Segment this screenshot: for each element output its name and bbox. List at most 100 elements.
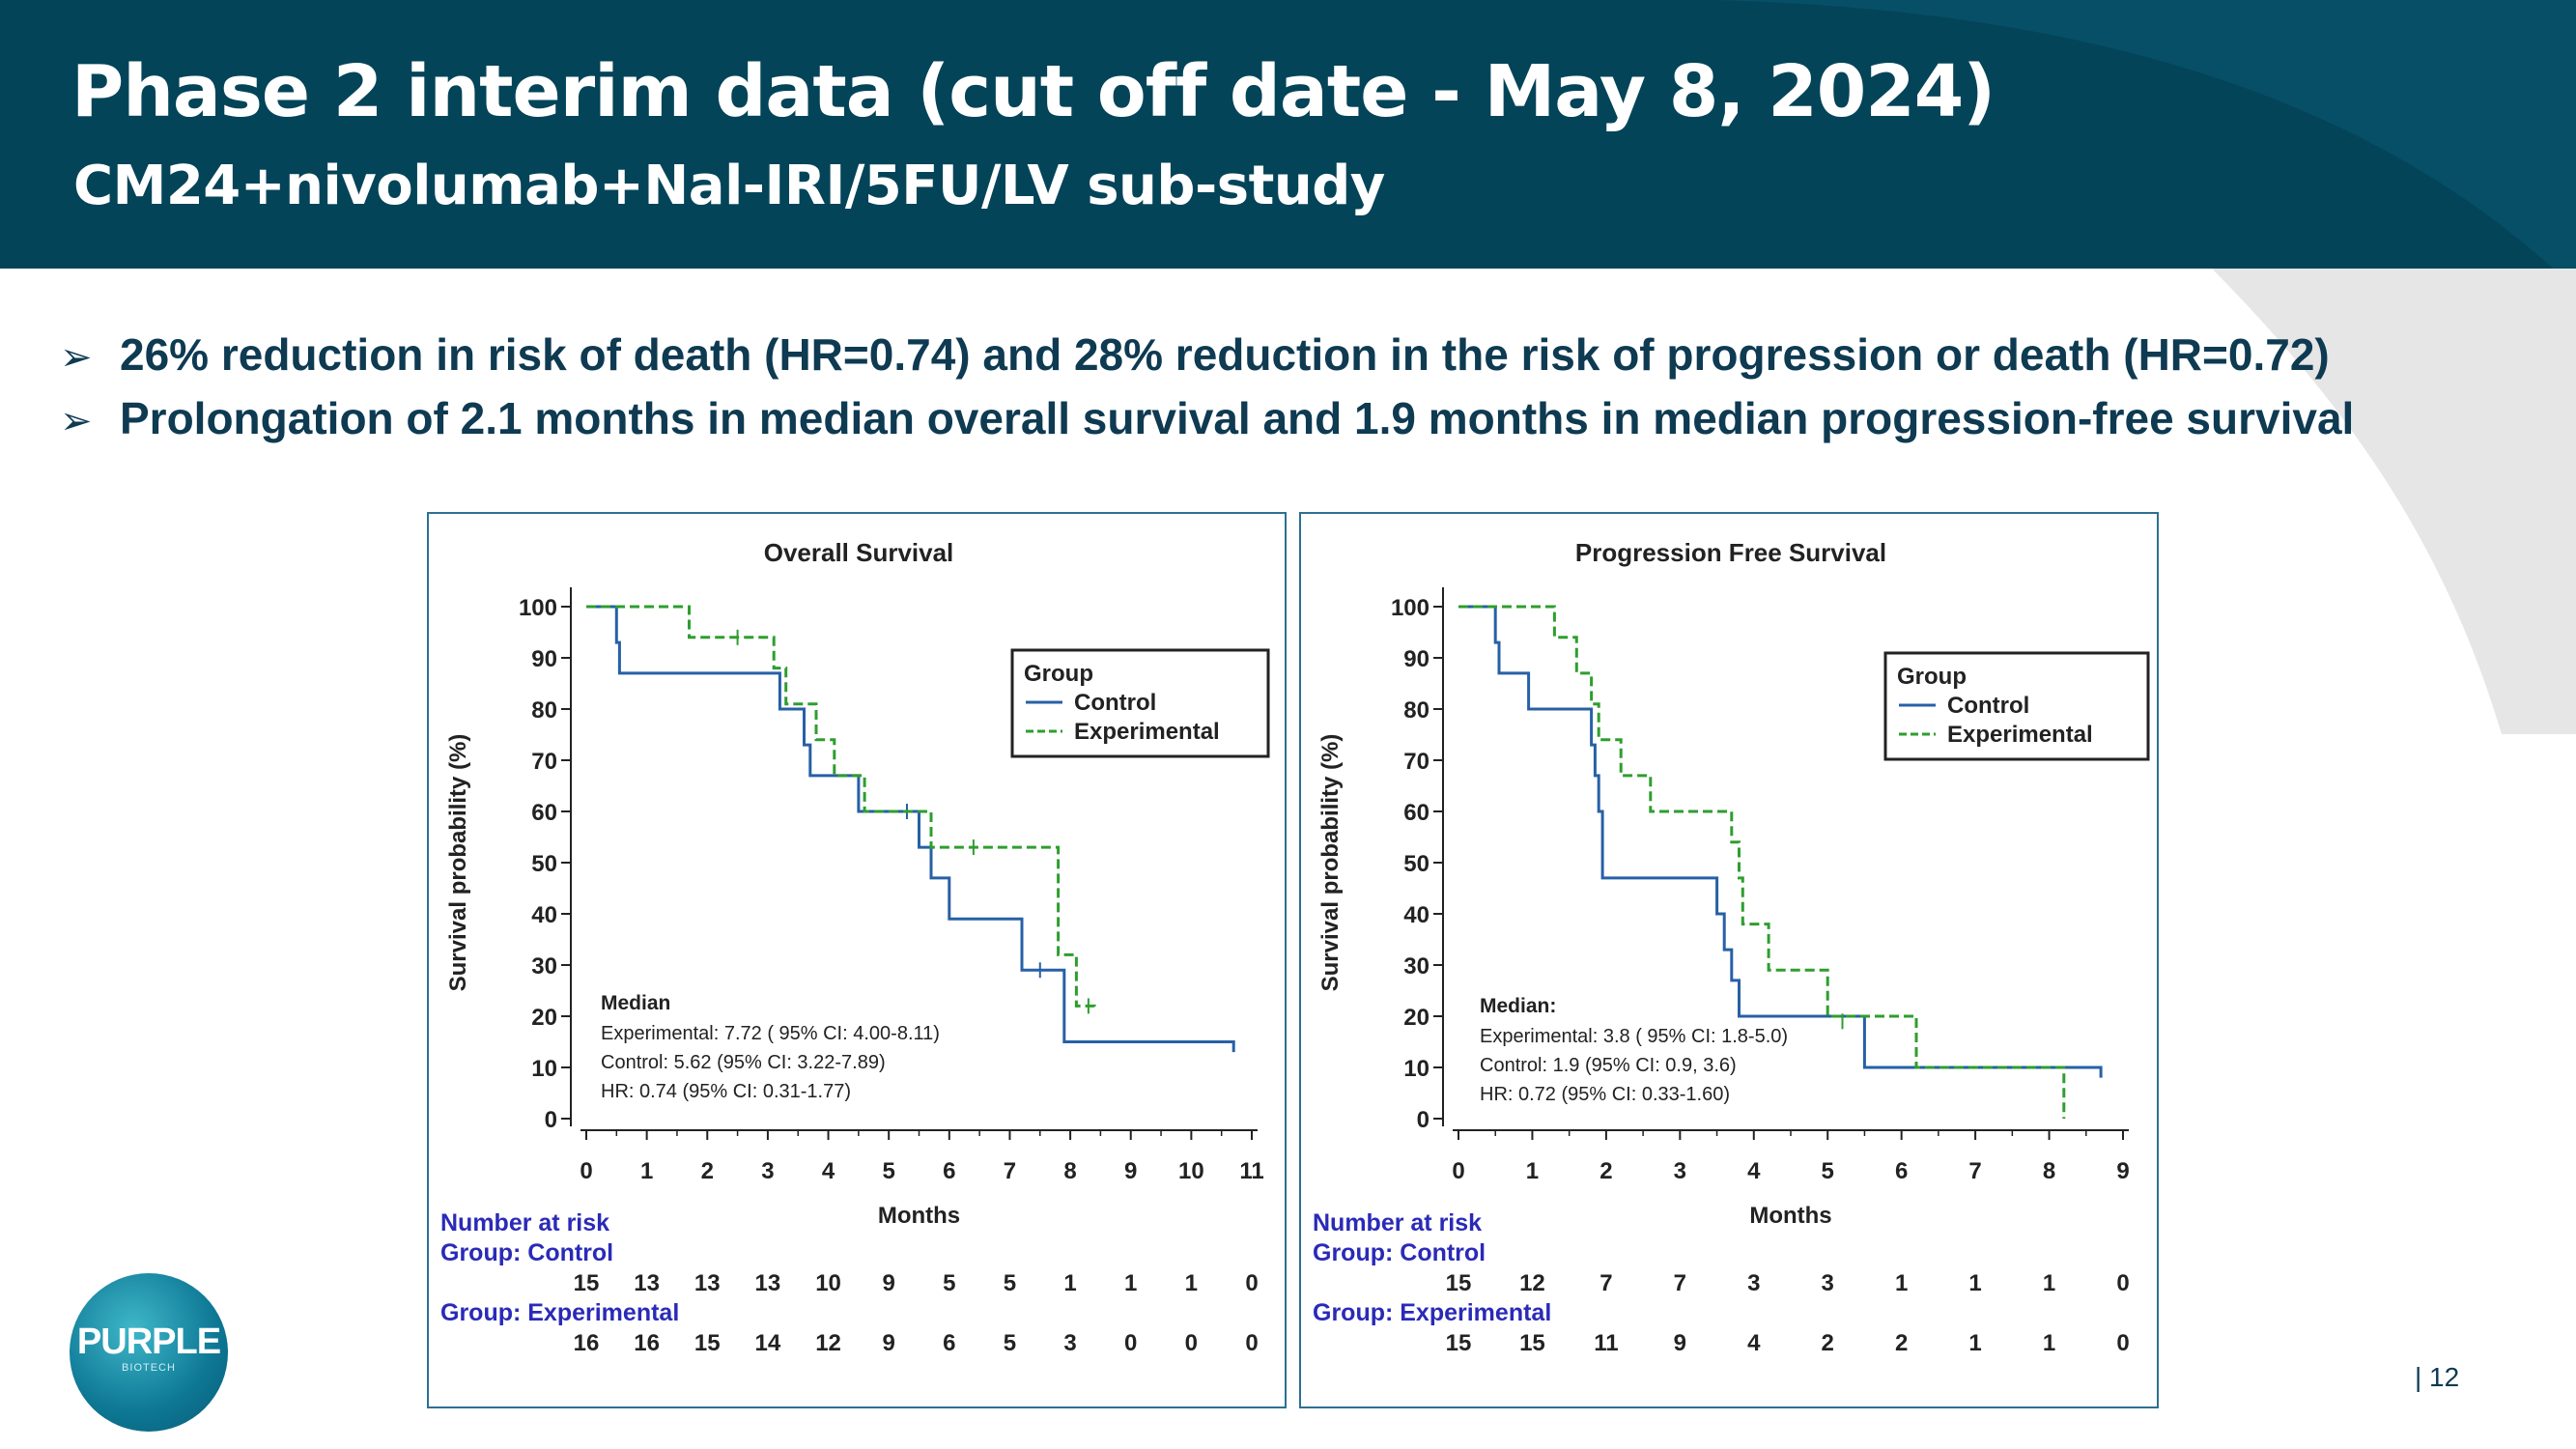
risk-group-label: Group: Experimental — [440, 1299, 679, 1326]
median-heading: Median — [601, 992, 670, 1014]
x-tick-label: 9 — [1124, 1158, 1137, 1184]
bullet-item: ➢ 26% reduction in risk of death (HR=0.74… — [60, 328, 2330, 381]
risk-value: 16 — [574, 1330, 600, 1356]
risk-value: 3 — [1747, 1270, 1760, 1296]
series-line-control — [586, 605, 1235, 1053]
y-tick-label: 60 — [531, 800, 557, 826]
risk-value: 0 — [1185, 1330, 1198, 1356]
risk-value: 9 — [883, 1270, 895, 1296]
x-tick-label: 3 — [761, 1158, 774, 1184]
risk-value: 2 — [1822, 1330, 1834, 1356]
page-number: | 12 — [2415, 1362, 2460, 1392]
legend-entry: Control — [1074, 690, 1156, 716]
risk-value: 1 — [1185, 1270, 1198, 1296]
slide-subtitle: CM24+nivolumab+Nal-IRI/5FU/LV sub-study — [73, 155, 1385, 217]
risk-value: 14 — [755, 1330, 781, 1356]
x-tick-label: 7 — [1004, 1158, 1016, 1184]
risk-group-label: Group: Control — [440, 1239, 613, 1266]
risk-value: 3 — [1063, 1330, 1076, 1356]
y-tick-label: 80 — [531, 697, 557, 724]
median-line: Experimental: 7.72 ( 95% CI: 4.00-8.11) — [601, 1023, 940, 1044]
header-swoosh — [1565, 0, 2576, 290]
x-tick-label: 6 — [943, 1158, 955, 1184]
risk-value: 5 — [1004, 1330, 1016, 1356]
y-tick-label: 80 — [1403, 697, 1430, 724]
x-tick-label: 7 — [1968, 1158, 1981, 1184]
logo-subtext: BIOTECH — [122, 1362, 176, 1374]
x-tick-label: 1 — [1526, 1158, 1539, 1184]
y-tick-label: 40 — [1403, 902, 1430, 928]
risk-value: 11 — [1594, 1330, 1618, 1356]
x-tick-label: 9 — [2116, 1158, 2129, 1184]
purple-biotech-logo: PURPLE BIOTECH — [70, 1273, 228, 1432]
median-line: Control: 5.62 (95% CI: 3.22-7.89) — [601, 1052, 886, 1073]
risk-group-label: Group: Control — [1313, 1239, 1486, 1266]
y-tick-label: 70 — [531, 749, 557, 775]
risk-value: 0 — [1245, 1330, 1258, 1356]
risk-value: 3 — [1822, 1270, 1834, 1296]
risk-value: 7 — [1599, 1270, 1612, 1296]
risk-value: 0 — [2116, 1270, 2129, 1296]
x-tick-label: 0 — [580, 1158, 592, 1184]
risk-value: 16 — [634, 1330, 660, 1356]
risk-value: 13 — [694, 1270, 721, 1296]
legend-title: Group — [1897, 664, 1967, 690]
y-tick-label: 30 — [1403, 953, 1430, 980]
legend-title: Group — [1024, 661, 1093, 687]
y-tick-label: 20 — [1403, 1005, 1430, 1031]
y-tick-label: 10 — [1403, 1056, 1430, 1082]
risk-value: 0 — [1245, 1270, 1258, 1296]
risk-value: 6 — [943, 1330, 955, 1356]
x-tick-label: 5 — [883, 1158, 895, 1184]
risk-value: 0 — [1124, 1330, 1137, 1356]
risk-value: 15 — [694, 1330, 721, 1356]
y-tick-label: 30 — [531, 953, 557, 980]
gray-arc — [2212, 269, 2576, 734]
risk-value: 2 — [1895, 1330, 1908, 1356]
risk-value: 7 — [1674, 1270, 1686, 1296]
y-tick-label: 0 — [545, 1107, 557, 1133]
overall-survival-panel: Overall Survival 0 10 20 30 40 50 60 70 80 90 100 0 1… — [427, 512, 1287, 1408]
risk-value: 5 — [1004, 1270, 1016, 1296]
risk-value: 13 — [634, 1270, 660, 1296]
risk-table-heading: Number at risk — [440, 1209, 609, 1236]
risk-value: 15 — [574, 1270, 600, 1296]
y-tick-label: 20 — [531, 1005, 557, 1031]
arrow-bullet-icon: ➢ — [60, 335, 93, 380]
legend-entry: Control — [1947, 693, 2029, 719]
risk-value: 5 — [943, 1270, 955, 1296]
bullet-text: Prolongation of 2.1 months in median ove… — [120, 393, 2355, 443]
risk-value: 1 — [1124, 1270, 1137, 1296]
series-line-experimental — [1458, 605, 2066, 1119]
x-tick-label: 8 — [1063, 1158, 1076, 1184]
bullet-item: ➢ Prolongation of 2.1 months in median ov… — [60, 392, 2354, 444]
risk-value: 1 — [1968, 1270, 1981, 1296]
y-tick-label: 10 — [531, 1056, 557, 1082]
risk-value: 9 — [1674, 1330, 1686, 1356]
series-line-control — [1458, 605, 2103, 1078]
y-axis-label: Survival probability (%) — [445, 734, 471, 992]
x-tick-label: 2 — [1599, 1158, 1612, 1184]
x-tick-label: 4 — [822, 1158, 835, 1184]
progression-free-survival-panel: Progression Free Survival 0 10 20 30 40 50 60 70… — [1299, 512, 2159, 1408]
logo-text: PURPLE — [76, 1321, 221, 1362]
risk-value: 15 — [1446, 1330, 1472, 1356]
progression-free-survival-chart: Progression Free Survival010203040506070… — [1313, 538, 2150, 1356]
risk-value: 1 — [1895, 1270, 1908, 1296]
y-tick-label: 100 — [519, 595, 557, 621]
x-tick-label: 3 — [1674, 1158, 1686, 1184]
x-tick-label: 8 — [2043, 1158, 2055, 1184]
x-axis-label: Months — [1749, 1203, 1831, 1229]
x-tick-label: 2 — [701, 1158, 714, 1184]
median-line: HR: 0.74 (95% CI: 0.31-1.77) — [601, 1081, 851, 1102]
median-heading: Median: — [1480, 995, 1556, 1017]
median-line: HR: 0.72 (95% CI: 0.33-1.60) — [1480, 1084, 1730, 1105]
legend-entry: Experimental — [1947, 722, 2093, 748]
risk-value: 10 — [815, 1270, 841, 1296]
bullet-text: 26% reduction in risk of death (HR=0.74)… — [120, 329, 2330, 380]
x-tick-label: 4 — [1747, 1158, 1761, 1184]
risk-value: 15 — [1519, 1330, 1545, 1356]
risk-value: 13 — [755, 1270, 781, 1296]
risk-group-label: Group: Experimental — [1313, 1299, 1551, 1326]
risk-value: 1 — [2043, 1330, 2055, 1356]
